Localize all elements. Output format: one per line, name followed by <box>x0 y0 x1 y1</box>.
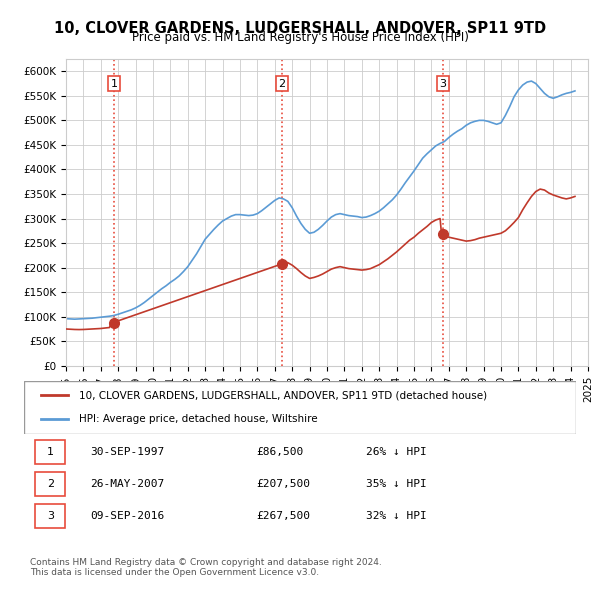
Text: Price paid vs. HM Land Registry's House Price Index (HPI): Price paid vs. HM Land Registry's House … <box>131 31 469 44</box>
Text: 1: 1 <box>110 78 118 88</box>
Text: 10, CLOVER GARDENS, LUDGERSHALL, ANDOVER, SP11 9TD: 10, CLOVER GARDENS, LUDGERSHALL, ANDOVER… <box>54 21 546 35</box>
Text: 30-SEP-1997: 30-SEP-1997 <box>90 447 164 457</box>
Text: £267,500: £267,500 <box>256 511 310 521</box>
Text: 35% ↓ HPI: 35% ↓ HPI <box>366 478 427 489</box>
Text: £86,500: £86,500 <box>256 447 303 457</box>
Text: 26-MAY-2007: 26-MAY-2007 <box>90 478 164 489</box>
Text: 32% ↓ HPI: 32% ↓ HPI <box>366 511 427 521</box>
Text: 10, CLOVER GARDENS, LUDGERSHALL, ANDOVER, SP11 9TD (detached house): 10, CLOVER GARDENS, LUDGERSHALL, ANDOVER… <box>79 391 487 401</box>
Text: 1: 1 <box>47 447 54 457</box>
Text: Contains HM Land Registry data © Crown copyright and database right 2024.
This d: Contains HM Land Registry data © Crown c… <box>30 558 382 577</box>
Text: HPI: Average price, detached house, Wiltshire: HPI: Average price, detached house, Wilt… <box>79 414 318 424</box>
Text: 3: 3 <box>47 511 54 521</box>
Text: 2: 2 <box>47 478 54 489</box>
FancyBboxPatch shape <box>24 381 576 434</box>
FancyBboxPatch shape <box>35 472 65 496</box>
Text: 3: 3 <box>440 78 446 88</box>
Text: 26% ↓ HPI: 26% ↓ HPI <box>366 447 427 457</box>
FancyBboxPatch shape <box>35 504 65 528</box>
FancyBboxPatch shape <box>35 440 65 464</box>
Text: £207,500: £207,500 <box>256 478 310 489</box>
Text: 2: 2 <box>278 78 286 88</box>
Text: 09-SEP-2016: 09-SEP-2016 <box>90 511 164 521</box>
